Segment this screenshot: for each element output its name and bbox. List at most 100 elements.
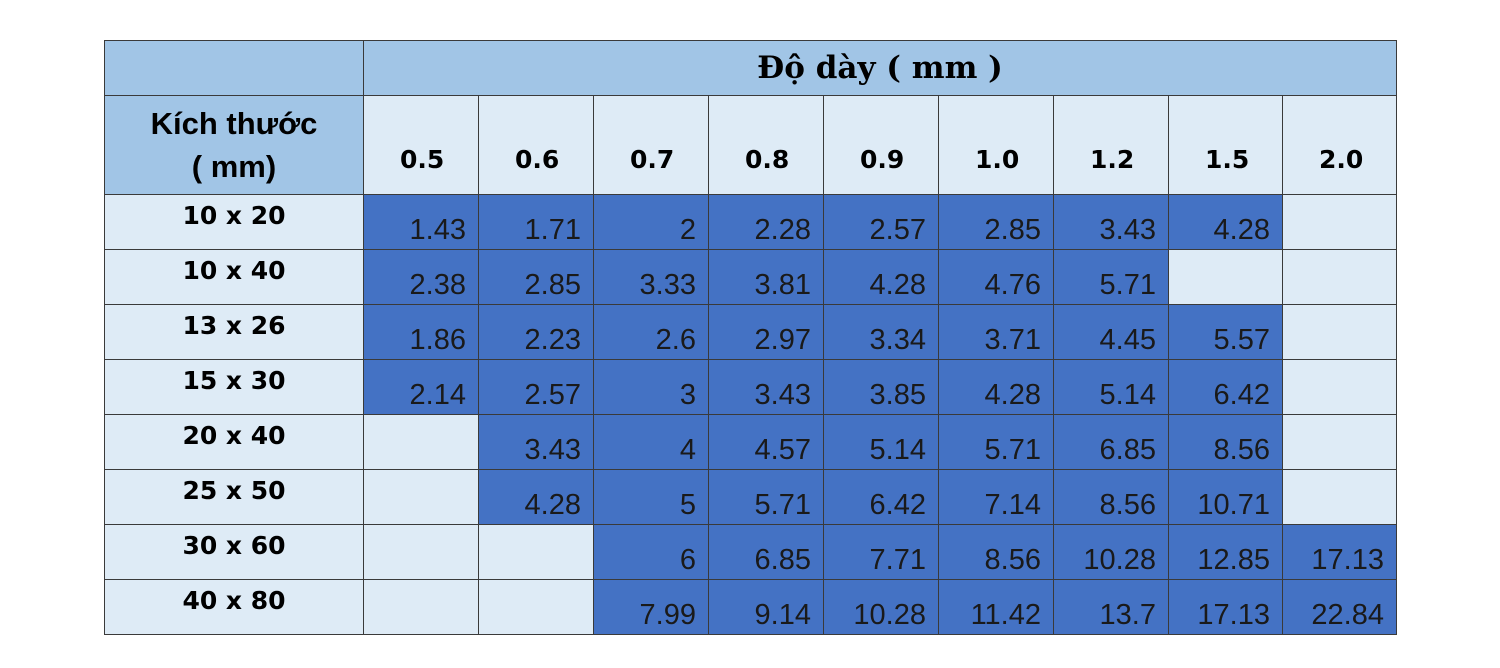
weight-value-cell: 4.28 — [1168, 194, 1283, 250]
weight-value-cell: 6.85 — [708, 524, 824, 580]
weight-value-cell: 4.57 — [708, 414, 824, 470]
weight-value-cell: 2.57 — [478, 359, 594, 415]
table-row: 40 x 80 7.99 9.14 10.28 11.42 13.7 17.13 22.84 — [104, 579, 1397, 635]
empty-cell — [1282, 194, 1397, 250]
weight-value-cell: 2.85 — [478, 249, 594, 305]
weight-value-cell: 1.43 — [363, 194, 479, 250]
size-label: 10 x 20 — [104, 194, 364, 250]
empty-cell — [1282, 304, 1397, 360]
weight-value-cell: 22.84 — [1282, 579, 1397, 635]
weight-value-cell: 12.85 — [1168, 524, 1283, 580]
weight-value-cell: 5.14 — [1053, 359, 1169, 415]
empty-cell — [478, 579, 594, 635]
thickness-column-header: 1.0 — [938, 95, 1054, 195]
weight-value-cell: 5 — [593, 469, 709, 525]
weight-value-cell: 10.28 — [1053, 524, 1169, 580]
weight-value-cell: 1.71 — [478, 194, 594, 250]
size-label: 10 x 40 — [104, 249, 364, 305]
weight-value-cell: 3.34 — [823, 304, 939, 360]
size-label: 40 x 80 — [104, 579, 364, 635]
size-header-line2: ( mm) — [191, 149, 277, 184]
size-label: 15 x 30 — [104, 359, 364, 415]
weight-value-cell: 2.38 — [363, 249, 479, 305]
thickness-column-header: 2.0 — [1282, 95, 1397, 195]
weight-value-cell: 10.71 — [1168, 469, 1283, 525]
weight-value-cell: 5.14 — [823, 414, 939, 470]
weight-value-cell: 4.28 — [823, 249, 939, 305]
weight-value-cell: 2 — [593, 194, 709, 250]
thickness-column-header: 0.6 — [478, 95, 594, 195]
weight-value-cell: 7.71 — [823, 524, 939, 580]
weight-value-cell: 17.13 — [1168, 579, 1283, 635]
weight-value-cell: 3.43 — [478, 414, 594, 470]
weight-value-cell: 10.28 — [823, 579, 939, 635]
table-row: 20 x 40 3.43 4 4.57 5.14 5.71 6.85 8.56 — [104, 414, 1397, 470]
weight-value-cell: 8.56 — [1053, 469, 1169, 525]
weight-value-cell: 3.33 — [593, 249, 709, 305]
header-row-columns: Kích thước ( mm) 0.5 0.6 0.7 0.8 0.9 1.0 1.2 1.… — [104, 95, 1397, 195]
weight-value-cell: 13.7 — [1053, 579, 1169, 635]
weight-value-cell: 2.6 — [593, 304, 709, 360]
empty-cell — [1282, 469, 1397, 525]
corner-cell — [104, 40, 364, 96]
weight-value-cell: 3.43 — [1053, 194, 1169, 250]
weight-value-cell: 11.42 — [938, 579, 1054, 635]
weight-value-cell: 2.14 — [363, 359, 479, 415]
empty-cell — [1282, 359, 1397, 415]
weight-value-cell: 4 — [593, 414, 709, 470]
weight-value-cell: 4.28 — [478, 469, 594, 525]
weight-value-cell: 6.42 — [1168, 359, 1283, 415]
table-body: Độ dày ( mm ) Kích thước ( mm) 0.5 0.6 0.7… — [104, 40, 1397, 635]
table-row: 25 x 50 4.28 5 5.71 6.42 7.14 8.56 10.71 — [104, 469, 1397, 525]
weight-value-cell: 3.43 — [708, 359, 824, 415]
thickness-column-header: 1.5 — [1168, 95, 1283, 195]
size-label: 25 x 50 — [104, 469, 364, 525]
empty-cell — [478, 524, 594, 580]
weight-value-cell: 3 — [593, 359, 709, 415]
thickness-column-header: 0.8 — [708, 95, 824, 195]
weight-value-cell: 7.99 — [593, 579, 709, 635]
thickness-header: Độ dày ( mm ) — [363, 40, 1397, 96]
weight-value-cell: 8.56 — [938, 524, 1054, 580]
weight-value-cell: 7.14 — [938, 469, 1054, 525]
weight-value-cell: 2.97 — [708, 304, 824, 360]
weight-value-cell: 4.76 — [938, 249, 1054, 305]
table-row: 15 x 30 2.14 2.57 3 3.43 3.85 4.28 5.14 6.42 — [104, 359, 1397, 415]
table-row: 10 x 40 2.38 2.85 3.33 3.81 4.28 4.76 5.71 — [104, 249, 1397, 305]
table-row: 10 x 20 1.43 1.71 2 2.28 2.57 2.85 3.43 4.28 — [104, 194, 1397, 250]
empty-cell — [363, 469, 479, 525]
thickness-column-header: 0.5 — [363, 95, 479, 195]
weight-value-cell: 6.42 — [823, 469, 939, 525]
size-label: 20 x 40 — [104, 414, 364, 470]
weight-value-cell: 5.71 — [1053, 249, 1169, 305]
empty-cell — [1282, 414, 1397, 470]
size-header-line1: Kích thước — [150, 106, 318, 141]
weight-value-cell: 17.13 — [1282, 524, 1397, 580]
weight-value-cell: 5.71 — [938, 414, 1054, 470]
weight-value-cell: 5.71 — [708, 469, 824, 525]
size-label: 30 x 60 — [104, 524, 364, 580]
weight-value-cell: 6.85 — [1053, 414, 1169, 470]
weight-value-cell: 9.14 — [708, 579, 824, 635]
table-row: 13 x 26 1.86 2.23 2.6 2.97 3.34 3.71 4.45 5.57 — [104, 304, 1397, 360]
size-label: 13 x 26 — [104, 304, 364, 360]
empty-cell — [1282, 249, 1397, 305]
header-row-thickness: Độ dày ( mm ) — [104, 40, 1397, 96]
thickness-column-header: 0.9 — [823, 95, 939, 195]
weight-value-cell: 2.28 — [708, 194, 824, 250]
weight-value-cell: 4.45 — [1053, 304, 1169, 360]
weight-value-cell: 8.56 — [1168, 414, 1283, 470]
empty-cell — [363, 414, 479, 470]
weight-value-cell: 2.85 — [938, 194, 1054, 250]
size-header: Kích thước ( mm) — [104, 95, 364, 195]
thickness-column-header: 0.7 — [593, 95, 709, 195]
thickness-column-header: 1.2 — [1053, 95, 1169, 195]
table-row: 30 x 60 6 6.85 7.71 8.56 10.28 12.85 17.13 — [104, 524, 1397, 580]
weight-value-cell: 6 — [593, 524, 709, 580]
weight-value-cell: 3.71 — [938, 304, 1054, 360]
weight-value-cell: 1.86 — [363, 304, 479, 360]
weight-value-cell: 2.57 — [823, 194, 939, 250]
weight-table: Độ dày ( mm ) Kích thước ( mm) 0.5 0.6 0.7… — [104, 40, 1397, 635]
weight-value-cell: 3.85 — [823, 359, 939, 415]
weight-value-cell: 3.81 — [708, 249, 824, 305]
